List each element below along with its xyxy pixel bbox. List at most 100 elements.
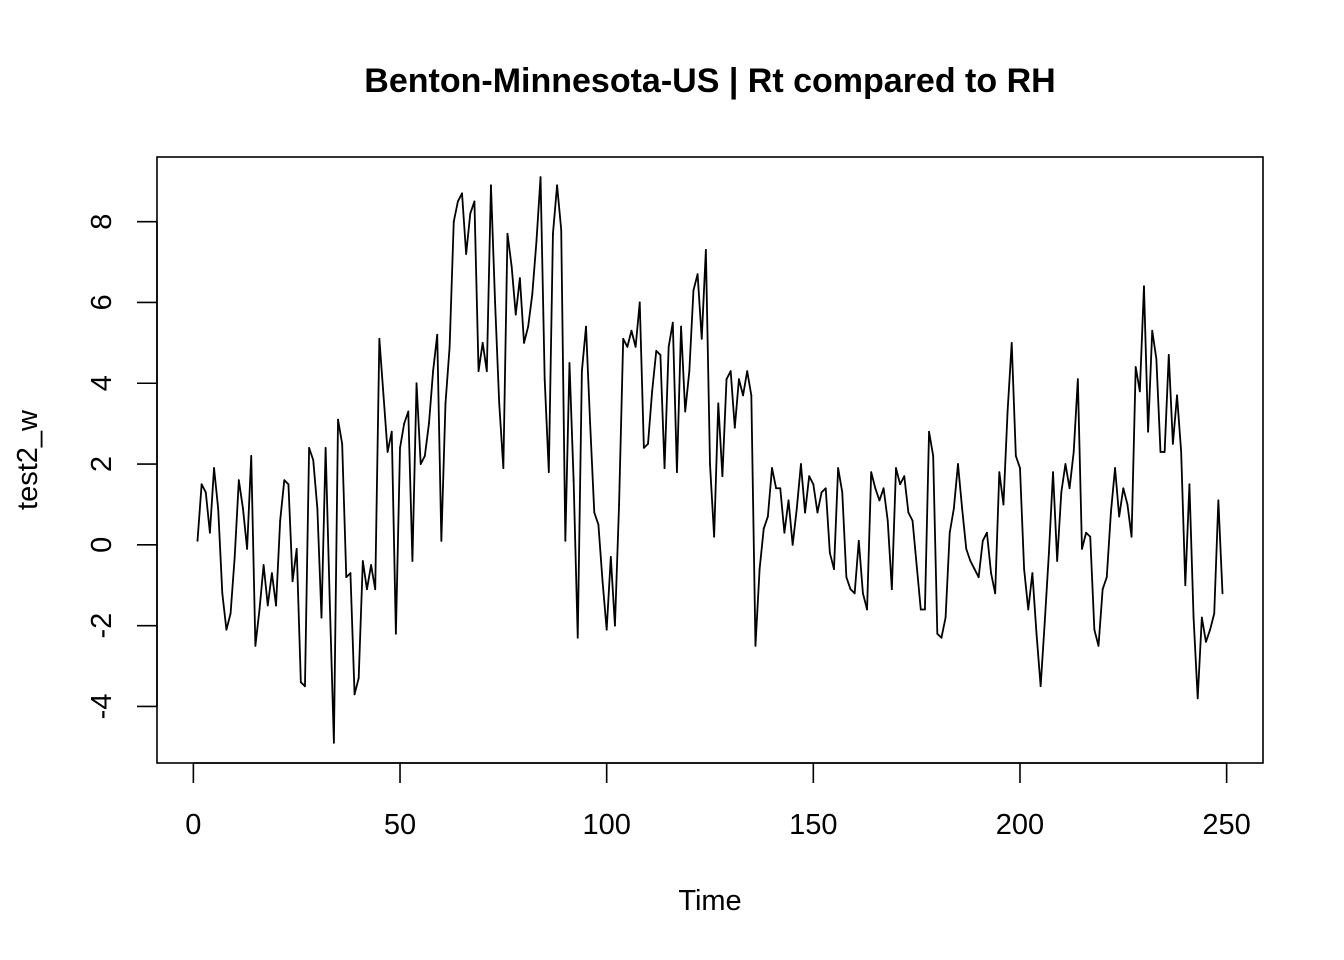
data-point bbox=[845, 576, 848, 579]
data-point bbox=[688, 370, 691, 373]
data-point bbox=[853, 592, 856, 595]
data-point bbox=[1035, 632, 1038, 635]
x-tick-label: 200 bbox=[996, 809, 1044, 841]
data-point bbox=[531, 293, 534, 296]
data-point bbox=[1122, 487, 1125, 490]
data-point bbox=[279, 519, 282, 522]
data-point bbox=[568, 362, 571, 364]
data-point bbox=[332, 741, 335, 744]
data-point bbox=[671, 321, 674, 324]
data-point bbox=[473, 200, 476, 203]
series-line bbox=[196, 176, 1224, 744]
data-point bbox=[977, 576, 980, 579]
data-point bbox=[411, 560, 414, 562]
data-point bbox=[837, 467, 840, 469]
data-point bbox=[1205, 640, 1207, 643]
data-point bbox=[1114, 467, 1116, 469]
data-point bbox=[341, 442, 344, 445]
data-point bbox=[957, 463, 959, 465]
data-point bbox=[291, 580, 294, 583]
data-point bbox=[209, 531, 211, 534]
data-point bbox=[266, 604, 269, 607]
data-point bbox=[1019, 467, 1021, 469]
data-point bbox=[824, 487, 827, 490]
data-point bbox=[593, 511, 596, 514]
data-point bbox=[423, 455, 426, 457]
data-point bbox=[787, 499, 790, 502]
data-point bbox=[1213, 612, 1216, 615]
data-point bbox=[1014, 455, 1017, 457]
x-axis: 0 50 100 150 200 250 bbox=[185, 762, 1251, 841]
data-point bbox=[849, 588, 852, 591]
data-point bbox=[477, 370, 480, 373]
data-point bbox=[841, 491, 844, 494]
data-point bbox=[560, 228, 563, 231]
data-point bbox=[308, 446, 310, 449]
data-point bbox=[572, 479, 575, 482]
data-point bbox=[762, 527, 765, 530]
data-point bbox=[981, 539, 984, 542]
data-point bbox=[543, 378, 546, 381]
data-point bbox=[1027, 608, 1030, 611]
data-point bbox=[1217, 499, 1220, 502]
y-axis: -4 -2 0 2 4 6 8 bbox=[86, 214, 158, 720]
data-point bbox=[986, 531, 988, 534]
data-point bbox=[886, 519, 889, 522]
data-point bbox=[1221, 592, 1224, 595]
data-point bbox=[589, 422, 592, 425]
data-point bbox=[890, 588, 893, 591]
data-point bbox=[506, 232, 509, 235]
data-point bbox=[924, 608, 926, 611]
data-point bbox=[998, 471, 1001, 474]
data-point bbox=[969, 560, 972, 562]
data-point bbox=[1126, 503, 1129, 506]
data-point bbox=[1064, 463, 1067, 465]
data-point bbox=[915, 564, 918, 566]
data-point bbox=[1176, 394, 1178, 397]
data-point bbox=[638, 301, 641, 304]
data-point bbox=[382, 394, 385, 397]
data-point bbox=[713, 535, 716, 538]
data-point bbox=[874, 487, 877, 490]
data-point bbox=[857, 539, 860, 542]
x-tick-label: 0 bbox=[185, 809, 201, 841]
data-point bbox=[800, 463, 802, 465]
y-tick-label: 0 bbox=[86, 537, 118, 553]
data-point bbox=[399, 446, 401, 449]
data-point bbox=[374, 588, 377, 591]
data-point bbox=[527, 325, 530, 328]
data-point bbox=[233, 556, 236, 558]
data-point bbox=[490, 184, 492, 187]
data-point bbox=[353, 693, 356, 696]
data-point bbox=[961, 507, 964, 510]
data-point bbox=[1089, 535, 1092, 538]
data-point bbox=[1093, 628, 1096, 631]
data-point bbox=[828, 552, 831, 554]
data-point bbox=[394, 632, 397, 635]
data-point bbox=[791, 543, 794, 546]
data-point bbox=[704, 249, 707, 251]
data-point bbox=[903, 475, 906, 478]
data-point bbox=[428, 422, 430, 425]
data-point bbox=[366, 588, 368, 591]
y-tick-label: -4 bbox=[86, 694, 118, 720]
data-point bbox=[564, 539, 567, 542]
data-point bbox=[481, 341, 484, 344]
data-point bbox=[647, 442, 649, 445]
data-point bbox=[196, 539, 199, 542]
data-point bbox=[465, 253, 468, 255]
data-point bbox=[225, 628, 228, 631]
data-point bbox=[283, 479, 286, 482]
data-point bbox=[659, 354, 662, 356]
data-point bbox=[1134, 366, 1137, 368]
data-point bbox=[940, 636, 943, 639]
data-point bbox=[601, 580, 604, 583]
data-point bbox=[1184, 584, 1187, 587]
data-point bbox=[994, 592, 997, 595]
chart-title: Benton-Minnesota-US | Rt compared to RH bbox=[364, 62, 1055, 100]
data-point bbox=[316, 507, 319, 510]
data-point bbox=[1101, 588, 1104, 591]
data-point bbox=[990, 572, 992, 575]
data-point bbox=[440, 539, 443, 542]
